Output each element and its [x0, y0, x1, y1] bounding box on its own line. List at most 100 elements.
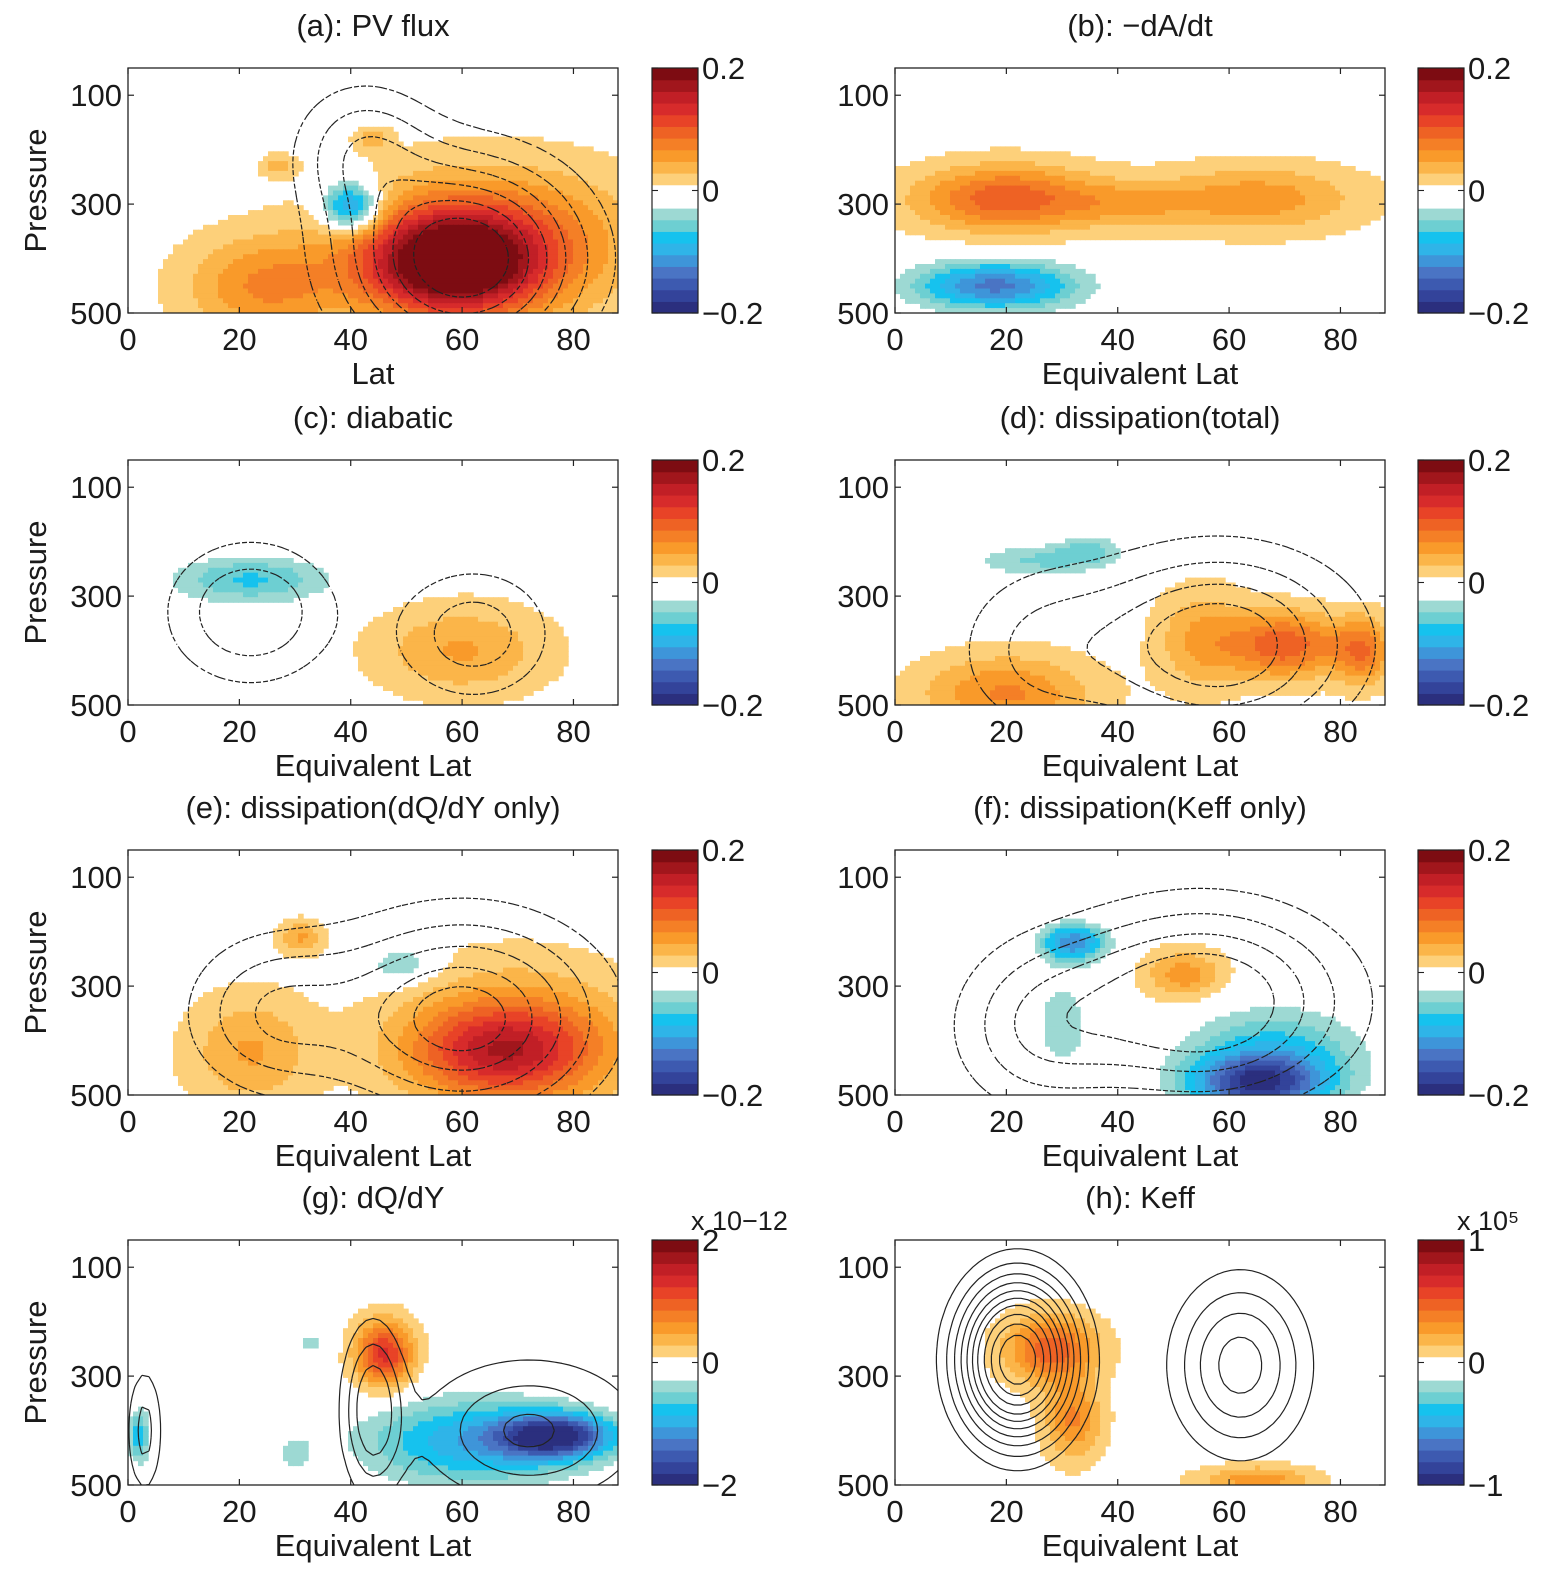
field-cell: [613, 239, 618, 246]
field-cell: [573, 215, 579, 221]
field-cell: [408, 170, 414, 177]
field-cell: [995, 224, 1001, 231]
field-cell: [543, 161, 549, 167]
field-cell: [443, 175, 449, 182]
field-cell: [308, 244, 314, 250]
field-cell: [608, 166, 614, 172]
field-cell: [990, 224, 996, 231]
field-cell: [473, 161, 479, 167]
field-cell: [183, 577, 189, 584]
field-cell: [930, 234, 936, 241]
field-cell: [1225, 175, 1231, 182]
field-cell: [418, 219, 424, 226]
field-cell: [1000, 151, 1006, 157]
field-cell: [353, 303, 359, 309]
field-cell: [1210, 156, 1216, 162]
field-cell: [493, 180, 499, 187]
field-cell: [603, 170, 609, 177]
field-cell: [1160, 175, 1166, 182]
field-cell: [1235, 229, 1241, 236]
field-cell: [1325, 180, 1331, 187]
field-cell: [1015, 308, 1021, 313]
field-cell: [1260, 175, 1266, 182]
field-cell: [1355, 224, 1361, 231]
field-cell: [388, 190, 394, 197]
field-cell: [483, 234, 489, 241]
field-cell: [1290, 224, 1296, 231]
field-cell: [448, 215, 454, 221]
field-cell: [910, 215, 916, 221]
field-cell: [533, 166, 539, 172]
field-cell: [1305, 195, 1311, 201]
field-cell: [438, 195, 444, 201]
field-cell: [1310, 161, 1316, 167]
field-cell: [503, 156, 509, 162]
field-cell: [1010, 293, 1016, 299]
field-cell: [498, 303, 504, 309]
field-cell: [1345, 170, 1351, 177]
field-cell: [578, 224, 584, 231]
field-cell: [413, 195, 419, 201]
field-cell: [613, 166, 618, 172]
field-cell: [193, 273, 199, 280]
field-cell: [338, 185, 344, 192]
field-cell: [598, 278, 604, 285]
field-cell: [458, 308, 464, 313]
field-cell: [1060, 278, 1066, 285]
field-cell: [1345, 200, 1351, 206]
field-cell: [433, 264, 439, 270]
field-cell: [1065, 283, 1071, 290]
field-cell: [293, 298, 299, 304]
field-cell: [598, 190, 604, 197]
field-cell: [1090, 190, 1096, 197]
field-cell: [1285, 175, 1291, 182]
field-cell: [518, 268, 524, 275]
field-cell: [1205, 175, 1211, 182]
field-cell: [593, 264, 599, 270]
field-cell: [1195, 156, 1201, 162]
field-cell: [568, 224, 574, 231]
field-cell: [338, 239, 344, 246]
field-cell: [198, 229, 204, 236]
field-cell: [428, 166, 434, 172]
field-cell: [1195, 205, 1201, 211]
field-cell: [578, 215, 584, 221]
field-cell: [428, 293, 434, 299]
field-cell: [553, 308, 559, 313]
field-cell: [1265, 156, 1271, 162]
field-cell: [548, 205, 554, 211]
field-cell: [493, 200, 499, 206]
field-cell: [905, 224, 911, 231]
field-cell: [458, 170, 464, 177]
field-cell: [1115, 215, 1121, 221]
field-cell: [920, 195, 926, 201]
field-cell: [508, 156, 514, 162]
field-cell: [178, 288, 184, 295]
field-cell: [373, 278, 379, 285]
field-cell: [1180, 175, 1186, 182]
field-cell: [553, 229, 559, 236]
field-cell: [995, 234, 1001, 241]
field-cell: [413, 293, 419, 299]
field-cell: [558, 288, 564, 295]
field-cell: [198, 572, 204, 579]
field-cell: [223, 293, 229, 299]
field-cell: [203, 592, 209, 598]
field-cell: [278, 303, 284, 309]
field-cell: [593, 288, 599, 295]
field-cell: [363, 244, 369, 250]
field-cell: [1180, 190, 1186, 197]
field-cell: [398, 224, 404, 231]
field-cell: [513, 278, 519, 285]
field-cell: [463, 239, 469, 246]
field-cell: [920, 170, 926, 177]
field-cell: [478, 283, 484, 290]
field-cell: [353, 234, 359, 241]
field-cell: [473, 259, 479, 265]
field-cell: [483, 268, 489, 275]
field-cell: [393, 170, 399, 177]
field-cell: [1005, 175, 1011, 182]
field-cell: [920, 264, 926, 270]
field-cell: [1330, 229, 1336, 236]
field-cell: [965, 151, 971, 157]
